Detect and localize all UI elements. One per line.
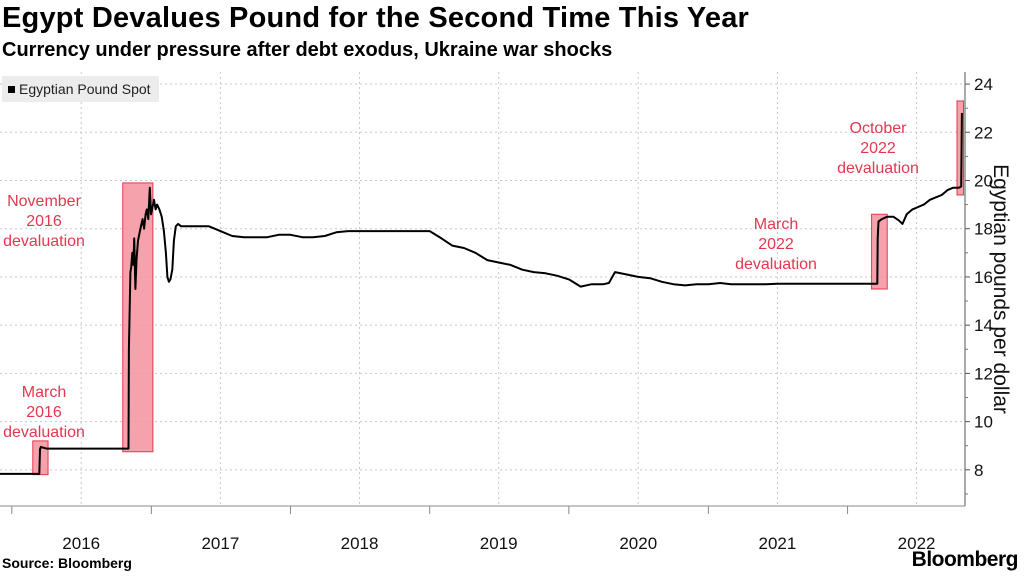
y-tick-label: 10	[974, 413, 993, 432]
x-tick-label: 2019	[480, 534, 518, 553]
devaluation-annotation: November 2016 devaluation	[3, 193, 85, 250]
x-tick-label: 2022	[898, 534, 936, 553]
annotation-line: 2022	[860, 140, 896, 157]
x-tick-label: 2017	[201, 534, 239, 553]
annotation-line: devaluation	[735, 256, 817, 273]
source-note: Source: Bloomberg	[2, 555, 132, 571]
bloomberg-logo: Bloomberg	[911, 548, 1019, 571]
legend-label: Egyptian Pound Spot	[19, 81, 151, 97]
y-tick-label: 24	[974, 75, 993, 94]
devaluation-annotation: March 2016 devaluation	[3, 384, 85, 441]
devaluation-highlight	[122, 182, 154, 453]
annotation-line: 2016	[26, 213, 62, 230]
legend: Egyptian Pound Spot	[2, 76, 159, 102]
y-tick-label: 16	[974, 268, 993, 287]
x-tick-label: 2018	[341, 534, 379, 553]
annotation-line: 2016	[26, 404, 62, 421]
y-axis-title: Egyptian pounds per dollar	[989, 164, 1012, 414]
devaluation-highlight	[956, 100, 964, 196]
annotation-line: devaluation	[837, 160, 919, 177]
annotation-line: 2022	[758, 236, 794, 253]
annotation-line: November	[7, 193, 81, 210]
y-tick-label: 22	[974, 123, 993, 142]
legend-swatch	[8, 85, 15, 93]
x-tick-label: 2016	[62, 534, 100, 553]
annotation-line: October	[850, 120, 908, 137]
annotation-line: devaluation	[3, 233, 85, 250]
y-tick-label: 12	[974, 364, 993, 383]
chart-subtitle: Currency under pressure after debt exodu…	[2, 39, 613, 61]
devaluation-highlight	[871, 213, 888, 290]
y-tick-label: 8	[974, 461, 983, 480]
y-tick-label: 14	[974, 316, 993, 335]
x-tick-label: 2020	[619, 534, 657, 553]
x-tick-label: 2021	[759, 534, 797, 553]
devaluation-annotation: March 2022 devaluation	[735, 216, 817, 273]
annotation-line: March	[22, 384, 66, 401]
y-tick-label: 18	[974, 220, 993, 239]
annotation-line: March	[754, 216, 798, 233]
chart-title: Egypt Devalues Pound for the Second Time…	[2, 2, 750, 34]
annotation-line: devaluation	[3, 424, 85, 441]
y-tick-label: 20	[974, 172, 993, 191]
series-line	[0, 112, 963, 475]
devaluation-annotation: October 2022 devaluation	[837, 120, 919, 177]
